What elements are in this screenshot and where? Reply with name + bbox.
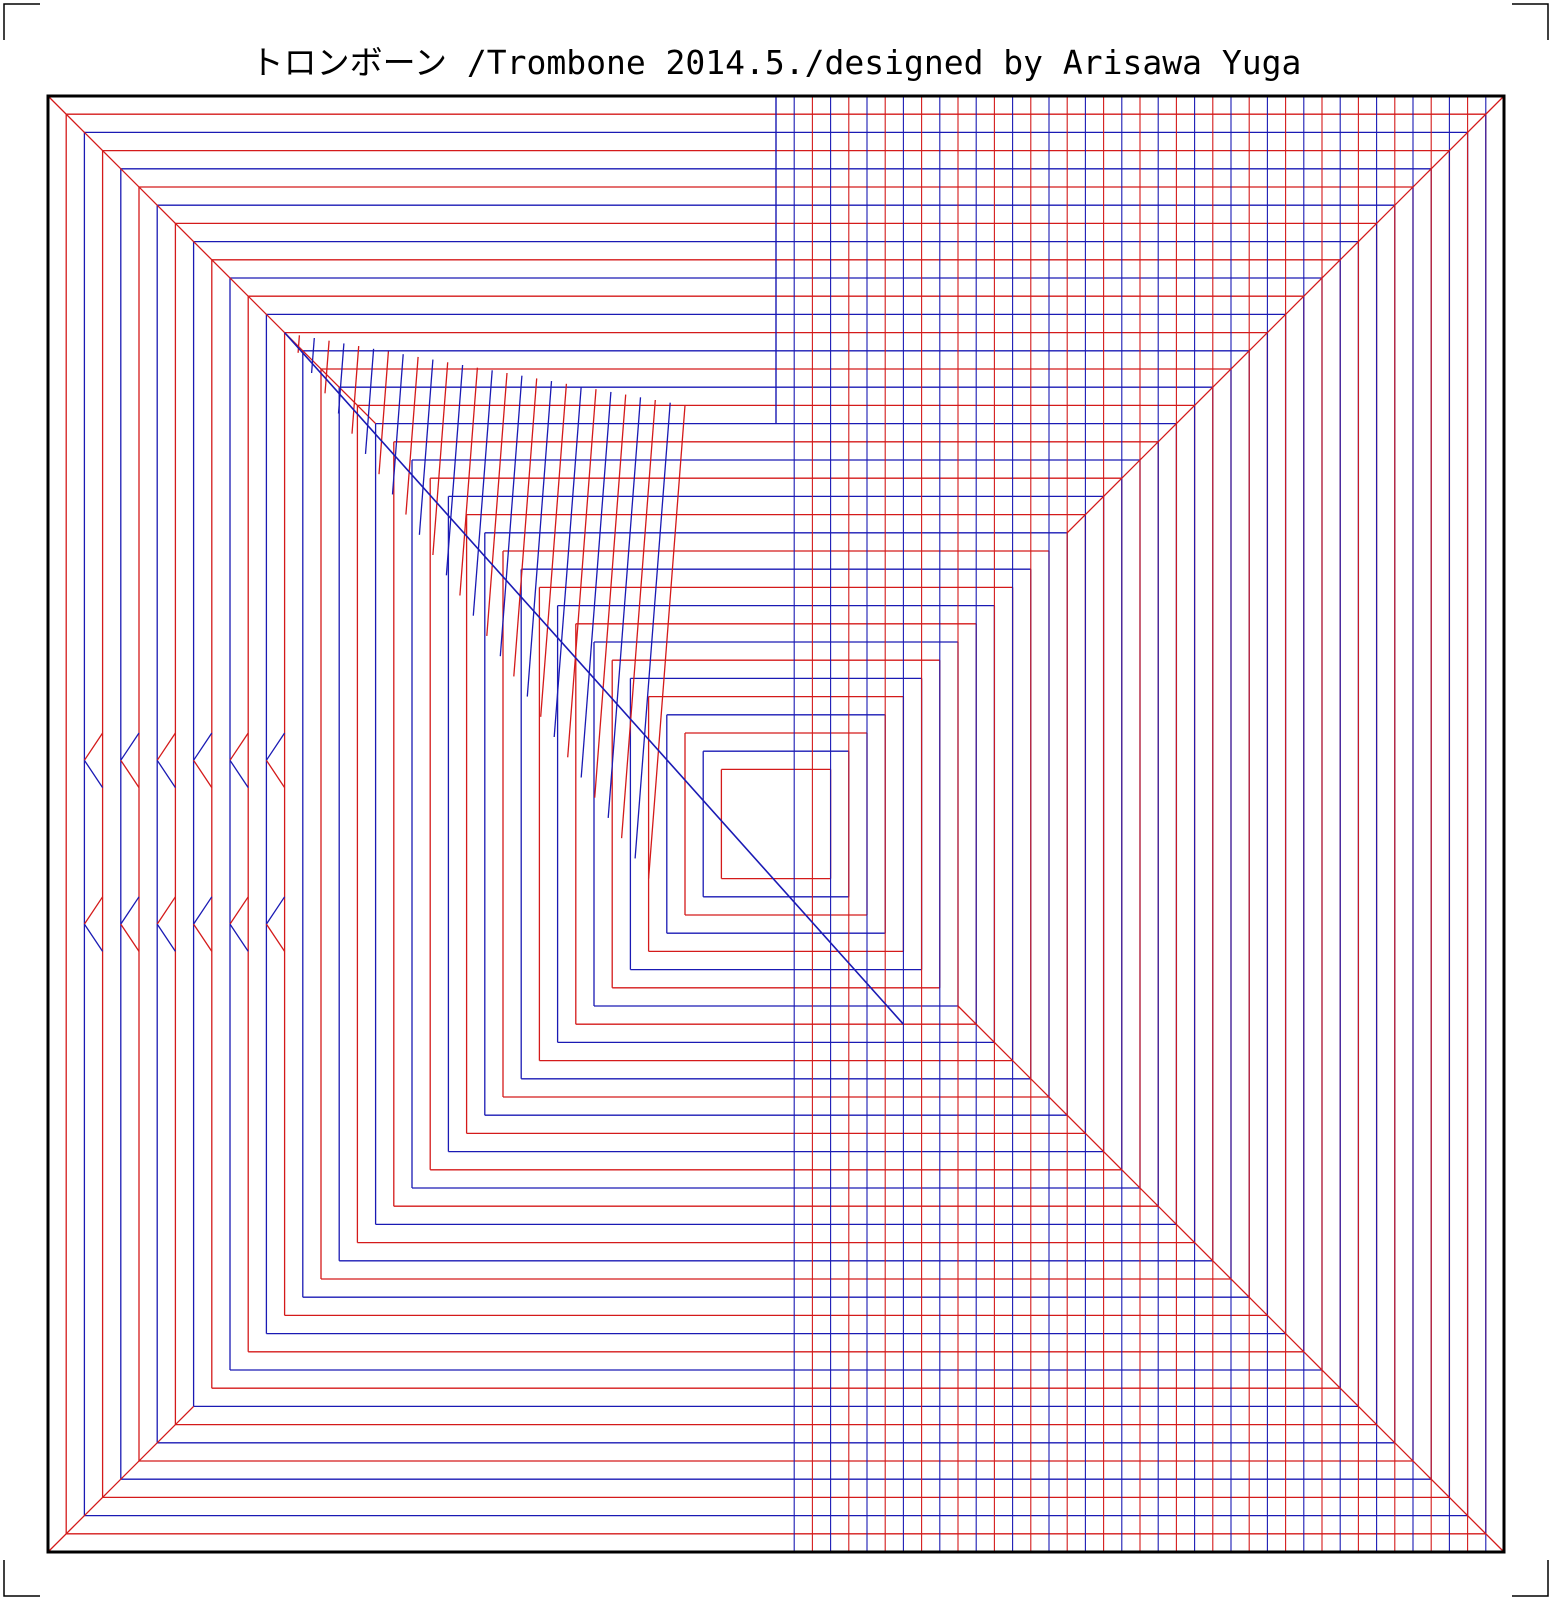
crease-flap — [540, 383, 568, 717]
crop-marks — [3, 3, 1549, 1597]
crease-box-pleat — [156, 923, 176, 952]
diagonal-creases — [47, 95, 1505, 1553]
crease-box-pleat — [229, 923, 249, 952]
crease-box-pleat — [193, 896, 213, 925]
crease-box-pleat — [83, 732, 104, 761]
crease-box-pleat — [265, 896, 286, 925]
crease-box-pleat — [83, 759, 104, 788]
crease-flap — [418, 359, 434, 535]
crease-diagonal — [957, 1005, 1505, 1553]
crease-box-pleat — [120, 923, 140, 952]
crease-flap — [567, 389, 597, 758]
crease-flap — [634, 402, 671, 859]
crease-box-pleat — [193, 923, 213, 952]
crease-lines — [65, 96, 1487, 1552]
paper-border — [46, 94, 1506, 1554]
crease-flap — [324, 340, 330, 394]
crease-box-pleat — [229, 732, 249, 761]
crease-flap — [364, 348, 375, 454]
crease-box-pleat — [229, 896, 249, 925]
crease-flap — [647, 405, 686, 879]
crease-flap — [513, 378, 538, 677]
crease-flap — [337, 343, 345, 414]
crease-diagonal — [47, 95, 377, 425]
crease-diagonal — [1066, 95, 1505, 534]
crease-flap — [459, 367, 479, 596]
crease-box-pleat — [156, 896, 176, 925]
crease-box-pleat — [120, 759, 140, 788]
crease-box-pleat — [156, 732, 176, 761]
crease-box-pleat — [83, 923, 104, 952]
crease-flap — [607, 397, 642, 818]
crease-flap — [472, 370, 493, 616]
crease-flap — [310, 337, 315, 374]
crease-flap — [391, 354, 404, 495]
crease-flap — [594, 394, 627, 798]
crease-flap — [297, 335, 301, 353]
crease-flap — [553, 386, 582, 738]
crease-flap — [620, 399, 656, 839]
crease-box-pleat — [265, 732, 286, 761]
crease-flap — [486, 372, 508, 636]
crease-flap — [405, 356, 419, 515]
crease-flap — [351, 346, 360, 434]
crease-flap — [432, 362, 449, 556]
crease-box-pleat — [265, 759, 286, 788]
crease-box-pleat — [193, 759, 213, 788]
crease-flap — [526, 381, 553, 697]
diagram-title: トロンボーン /Trombone 2014.5./designed by Ari… — [250, 43, 1302, 82]
crease-box-pleat — [265, 923, 286, 952]
crease-diagonal — [47, 1405, 195, 1553]
crease-flap — [580, 391, 612, 778]
crease-flap — [378, 351, 390, 475]
crease-box-pleat — [193, 732, 213, 761]
crease-box-pleat — [156, 759, 176, 788]
crease-flap — [445, 364, 464, 576]
crease-box-pleat — [120, 896, 140, 925]
crease-flap — [499, 375, 523, 657]
crease-axis — [284, 332, 904, 1025]
crease-box-pleat — [83, 896, 104, 925]
crease-box-pleat — [229, 759, 249, 788]
crease-box-pleat — [120, 732, 140, 761]
